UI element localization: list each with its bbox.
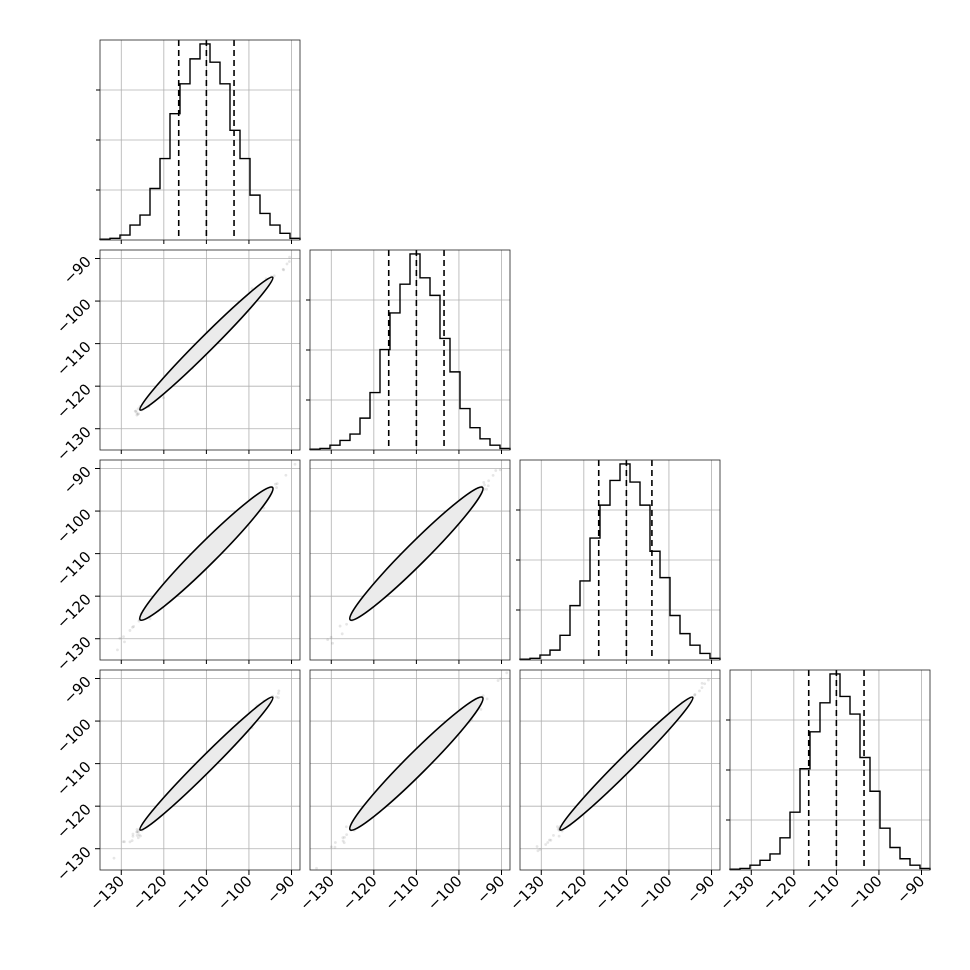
sample-point — [538, 848, 542, 851]
sample-point — [136, 407, 140, 411]
sample-point — [494, 469, 498, 472]
sample-point — [505, 671, 509, 675]
sample-point — [338, 624, 342, 628]
sample-point — [135, 830, 139, 834]
sample-point — [487, 479, 491, 483]
sample-point — [535, 845, 539, 848]
sample-point — [491, 474, 495, 477]
hist-grid-0 — [100, 40, 300, 240]
sample-point — [132, 625, 136, 628]
sample-point — [116, 648, 119, 652]
sample-point — [93, 452, 96, 455]
sample-point — [329, 845, 333, 849]
sample-point — [137, 619, 141, 623]
sample-point — [693, 693, 697, 697]
sample-point — [333, 845, 337, 849]
sample-point — [552, 833, 555, 837]
sample-point — [343, 836, 346, 839]
sample-point — [284, 473, 288, 477]
sample-point — [131, 832, 135, 836]
sample-point — [315, 866, 318, 870]
sample-point — [341, 839, 345, 843]
sample-point — [133, 409, 137, 413]
sample-point — [485, 697, 489, 701]
sample-point — [135, 413, 139, 417]
sample-point — [342, 841, 346, 845]
sample-point — [135, 833, 139, 837]
sample-point — [272, 274, 276, 278]
sample-point — [275, 482, 279, 485]
sample-point — [136, 830, 140, 834]
sample-point — [136, 412, 140, 416]
sample-point — [544, 843, 548, 846]
sample-point — [131, 625, 134, 629]
sample-point — [131, 834, 135, 838]
sample-point — [135, 828, 139, 831]
sample-point — [536, 849, 540, 853]
sample-point — [275, 486, 278, 489]
sample-point — [137, 833, 141, 837]
sample-point — [148, 617, 152, 621]
sample-point — [496, 679, 500, 682]
sample-point — [557, 834, 561, 838]
sample-point — [122, 635, 125, 638]
sample-point — [481, 694, 485, 698]
sample-point — [123, 640, 126, 644]
sample-point — [136, 836, 140, 840]
sample-point — [340, 632, 344, 636]
sample-point — [130, 839, 134, 843]
sample-point — [128, 840, 132, 844]
sample-point — [479, 707, 483, 711]
sample-point — [333, 841, 337, 844]
sample-point — [135, 830, 139, 834]
sample-point — [345, 833, 349, 837]
sample-point — [282, 268, 286, 272]
sample-point — [281, 267, 285, 271]
sample-point — [485, 487, 489, 491]
sample-point — [344, 825, 348, 829]
sample-point — [331, 641, 335, 645]
sample-point — [137, 412, 140, 416]
sample-point — [139, 834, 142, 838]
sample-point — [135, 411, 139, 415]
sample-point — [285, 262, 289, 266]
sample-point — [123, 840, 126, 844]
sample-point — [277, 696, 280, 700]
sample-point — [162, 396, 165, 400]
sample-point — [128, 629, 132, 632]
sample-point — [112, 856, 116, 860]
sample-point — [556, 825, 559, 829]
sample-point — [326, 638, 330, 642]
sample-point — [483, 483, 486, 487]
sample-point — [134, 409, 138, 413]
sample-point — [288, 255, 291, 259]
joint-grid-3-1 — [310, 670, 510, 870]
sample-point — [118, 636, 122, 640]
sample-point — [121, 840, 125, 844]
sample-point — [277, 689, 281, 693]
sample-point — [276, 692, 280, 695]
joint-grid-3-0 — [100, 670, 300, 870]
sample-point — [499, 677, 503, 681]
sample-point — [293, 462, 297, 466]
sample-point — [274, 482, 277, 486]
sample-point — [498, 468, 502, 472]
sample-point — [275, 695, 278, 699]
hist-grid-2 — [520, 460, 720, 660]
sample-point — [345, 622, 349, 626]
sample-point — [515, 445, 518, 448]
sample-point — [486, 484, 490, 488]
sample-point — [482, 481, 486, 484]
sample-point — [287, 260, 291, 263]
sample-point — [329, 635, 333, 639]
sample-point — [341, 836, 345, 840]
